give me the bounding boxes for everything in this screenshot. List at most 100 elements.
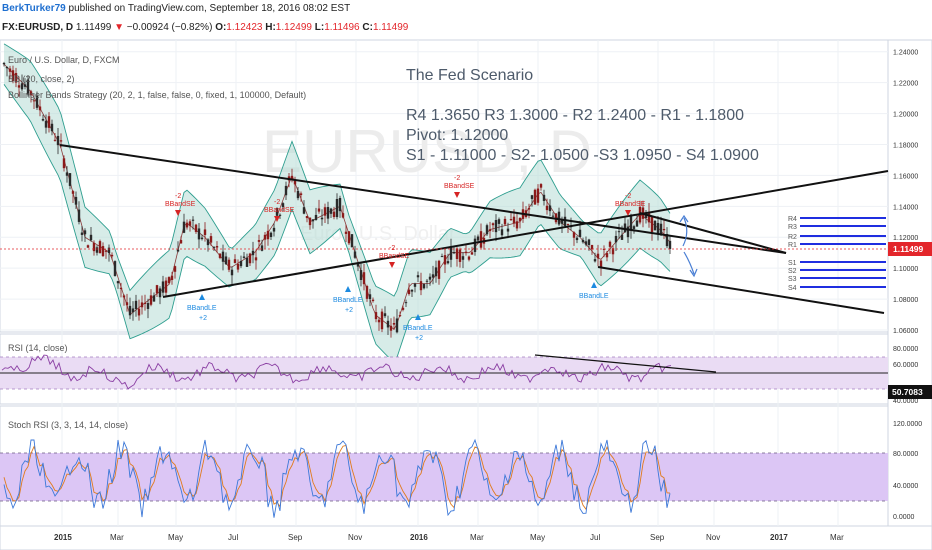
candle-body — [275, 208, 279, 216]
candle-body — [212, 247, 216, 249]
signal-qty: +2 — [345, 307, 353, 314]
rsi-trendline[interactable] — [534, 354, 717, 373]
projection-arrows — [679, 214, 698, 278]
candle-body — [158, 288, 162, 298]
price-tick: 1.20000 — [893, 112, 918, 119]
candle-body — [299, 193, 303, 196]
trendline-ascending[interactable] — [162, 170, 889, 298]
signal-qty: -2 — [389, 245, 395, 252]
price-tick: 1.16000 — [893, 173, 918, 180]
long-signal: BBandLE +2 — [187, 294, 217, 322]
candle-body — [284, 185, 288, 196]
rsi-tick: 60.0000 — [893, 362, 918, 369]
time-tick: Mar — [110, 533, 124, 542]
candle-body — [497, 219, 501, 224]
fed-scenario-note[interactable]: The Fed Scenario R4 1.3650 R3 1.3000 - R… — [406, 67, 759, 164]
candle-body — [329, 208, 333, 214]
candle-body — [392, 323, 396, 325]
candle-body — [296, 190, 300, 199]
symbol-label[interactable]: FX:EURUSD, D — [2, 22, 74, 33]
candle-body — [104, 250, 108, 252]
candle-body — [449, 246, 453, 260]
candle-body — [191, 219, 195, 221]
trendline-wedge-top[interactable] — [639, 212, 787, 254]
legend-bb[interactable]: BB (20, close, 2) — [8, 74, 75, 84]
time-tick: May — [530, 533, 545, 542]
candle-body — [320, 217, 324, 220]
candle-body — [200, 237, 204, 240]
price-axis[interactable] — [887, 39, 932, 527]
close-value: 1.11499 — [372, 22, 409, 33]
candle-body — [356, 262, 360, 267]
high-label: H: — [265, 22, 276, 33]
trendlines[interactable] — [59, 144, 889, 314]
candle-body — [53, 139, 57, 141]
signal-type: BBandSE — [444, 183, 475, 190]
rsi-label[interactable]: RSI (14, close) — [8, 343, 68, 353]
candle-body — [608, 241, 612, 247]
candle-body — [593, 259, 597, 262]
open-value: 1.12423 — [226, 22, 263, 33]
pivot-label: R1 — [788, 242, 797, 249]
candle-body — [260, 245, 264, 251]
candle-body — [41, 118, 45, 121]
candle-body — [470, 252, 474, 255]
candle-body — [494, 219, 498, 233]
candle-body — [305, 215, 309, 219]
candle-body — [263, 234, 267, 240]
candle-body — [587, 239, 591, 246]
long-signal: BBandLE +2 — [333, 286, 363, 314]
candle-body — [98, 241, 102, 254]
trendline-upper-descending[interactable] — [59, 144, 787, 254]
candle-body — [308, 217, 312, 226]
candle-body — [89, 234, 93, 241]
candle-body — [137, 308, 141, 316]
open-label: O: — [215, 22, 227, 33]
stoch-label[interactable]: Stoch RSI (3, 3, 14, 14, close) — [8, 420, 128, 430]
candle-body — [101, 246, 105, 257]
rsi-badge — [888, 385, 932, 399]
candle-body — [572, 232, 576, 238]
candle-body — [113, 261, 117, 277]
candle-body — [509, 219, 513, 221]
candle-body — [602, 248, 606, 250]
symbol-quote-bar: FX:EURUSD, D 1.11499 ▼ −0.00924 (−0.82%)… — [2, 22, 408, 33]
time-axis[interactable] — [0, 525, 932, 550]
candle-body — [335, 198, 339, 218]
note-title: The Fed Scenario — [406, 67, 533, 84]
price-tick: 1.18000 — [893, 142, 918, 149]
pivot-label: S1 — [788, 260, 797, 267]
pivot-label: S3 — [788, 276, 797, 283]
candle-body — [68, 173, 72, 186]
arrow-up-icon — [682, 217, 688, 247]
candle-body — [140, 302, 144, 308]
candle-body — [29, 91, 33, 96]
candle-body — [95, 247, 99, 253]
legend-strategy[interactable]: Bollinger Bands Strategy (20, 2, 1, fals… — [8, 90, 306, 100]
pivot-label: R3 — [788, 224, 797, 231]
author-link[interactable]: BerkTurker79 — [2, 3, 66, 14]
candle-body — [422, 283, 426, 289]
note-line-1: R4 1.3650 R3 1.3000 - R2 1.2400 - R1 - 1… — [406, 107, 744, 124]
candle-body — [620, 234, 624, 240]
candle-body — [347, 231, 351, 244]
candle-body — [83, 230, 87, 235]
candle-body — [551, 215, 555, 217]
trendline-lower-descending[interactable] — [597, 266, 885, 314]
arrow-down-icon — [683, 251, 695, 275]
candle-body — [491, 223, 495, 226]
candle-body — [14, 73, 18, 83]
candle-body — [656, 222, 660, 235]
candle-body — [65, 172, 69, 176]
candle-body — [38, 106, 42, 111]
candle-body — [368, 294, 372, 299]
signal-qty: -2 — [454, 175, 460, 182]
rsi-axis-labels: 80.0000 60.0000 40.0000 — [893, 346, 918, 405]
signal-type: BBandLE — [187, 305, 217, 312]
candle-body — [8, 68, 12, 72]
time-tick: 2017 — [770, 533, 788, 542]
